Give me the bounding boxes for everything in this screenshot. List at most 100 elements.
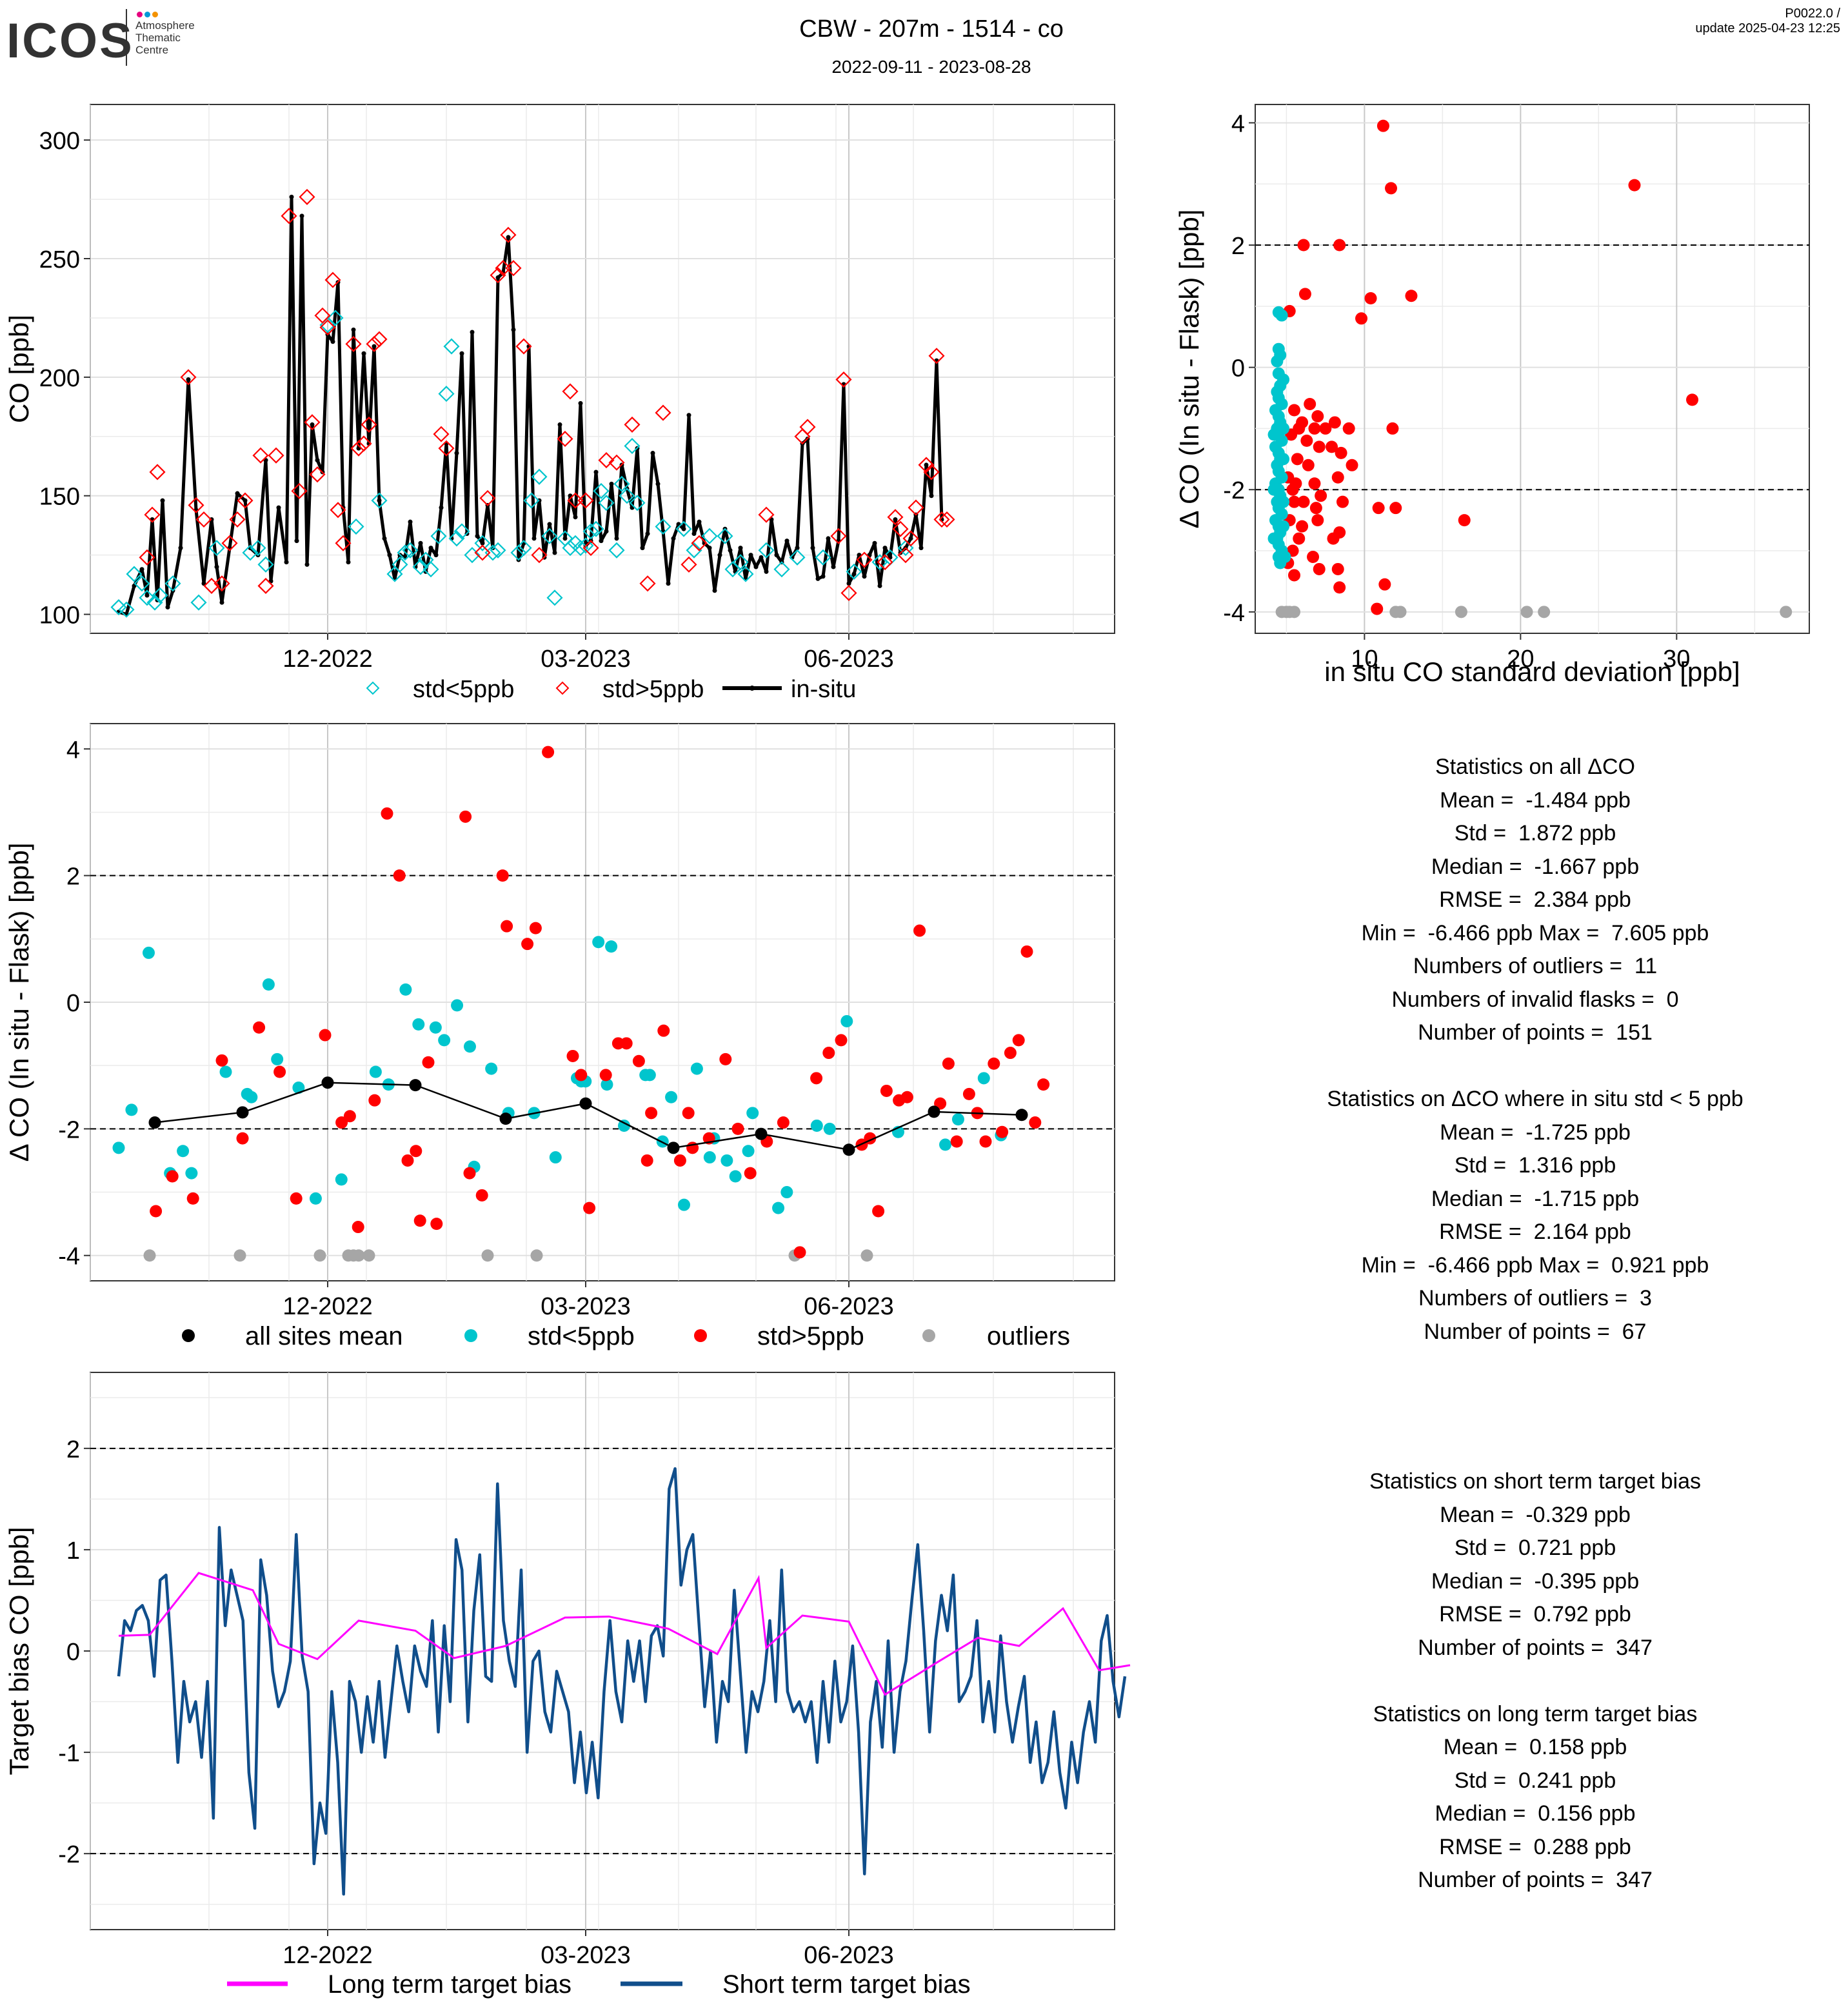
delta-std-lt5-point bbox=[840, 1014, 853, 1027]
stats-short-points: Number of points = 347 bbox=[1418, 1635, 1653, 1660]
insitu-point bbox=[820, 574, 826, 579]
scatter-std-lt5-point bbox=[1277, 495, 1290, 508]
flask-std-lt5-marker bbox=[629, 495, 646, 511]
scatter-std-gt5-point bbox=[1311, 410, 1324, 422]
insitu-point bbox=[475, 533, 480, 539]
insitu-point bbox=[372, 344, 377, 349]
legend-long-bias-label: Long term target bias bbox=[328, 1970, 571, 1999]
flask-std-lt5-marker bbox=[541, 528, 558, 544]
delta-std-gt5-point bbox=[501, 920, 513, 933]
stats-long-median: Median = 0.156 ppb bbox=[1435, 1801, 1636, 1826]
scatter-std-gt5-point bbox=[1328, 416, 1341, 429]
flask-std-gt5-marker bbox=[490, 267, 506, 284]
stats-all-points: Number of points = 151 bbox=[1418, 1020, 1653, 1045]
delta-std-gt5-point bbox=[410, 1145, 422, 1158]
delta-std-lt5-point bbox=[185, 1167, 198, 1180]
delta-std-gt5-point bbox=[682, 1107, 695, 1120]
delta-legend-label: all sites mean bbox=[245, 1322, 403, 1350]
insitu-point bbox=[186, 377, 191, 382]
insitu-point bbox=[764, 569, 769, 574]
flask-std-lt5-marker bbox=[139, 589, 155, 606]
insitu-point bbox=[552, 550, 557, 555]
flask-std-lt5-marker bbox=[250, 540, 266, 557]
insitu-point bbox=[609, 481, 614, 486]
scatter-outlier-point bbox=[1538, 606, 1551, 618]
insitu-point bbox=[882, 546, 888, 551]
insitu-point bbox=[640, 546, 645, 551]
scatter-std-gt5-point bbox=[1287, 495, 1300, 508]
flask-std-lt5-marker bbox=[686, 542, 702, 559]
delta-std-lt5-point bbox=[219, 1065, 232, 1078]
insitu-point bbox=[139, 567, 144, 572]
delta-std-gt5-point bbox=[186, 1192, 199, 1205]
scatter-std-gt5-point bbox=[1364, 292, 1377, 305]
flask-std-lt5-marker bbox=[371, 492, 388, 509]
scatter-outlier-point bbox=[1520, 606, 1533, 618]
flask-std-gt5-marker bbox=[195, 511, 212, 528]
flask-std-lt5-marker bbox=[134, 575, 150, 592]
delta-std-gt5-point bbox=[430, 1218, 443, 1231]
delta-std-gt5-point bbox=[913, 924, 926, 937]
flask-std-lt5-marker bbox=[815, 549, 831, 566]
insitu-point bbox=[748, 553, 753, 558]
scatter-std-x-axis: 10 20 30 bbox=[1351, 633, 1690, 673]
stats-short-std: Std = 0.721 ppb bbox=[1454, 1536, 1616, 1560]
scatter-std-gt5-point bbox=[1298, 288, 1311, 301]
scatter-outlier-point bbox=[1455, 606, 1467, 618]
delta-std-lt5-point bbox=[823, 1122, 836, 1135]
insitu-point bbox=[774, 553, 779, 558]
delta-std-lt5-point bbox=[485, 1062, 498, 1075]
flask-std-lt5-marker bbox=[717, 528, 733, 544]
scatter-std-lt5-point bbox=[1267, 483, 1280, 496]
delta-y-axis-title: Δ CO (In situ - Flask) [ppb] bbox=[4, 843, 34, 1162]
scatter-std-plot-area bbox=[1255, 104, 1810, 634]
scatter-std-gt5-point bbox=[1458, 514, 1471, 527]
flask-std-gt5-marker bbox=[598, 452, 615, 469]
flask-std-gt5-marker bbox=[830, 528, 847, 544]
stats-lt5-rmse: RMSE = 2.164 ppb bbox=[1439, 1220, 1631, 1244]
bias-x-axis: 12-2022 03-2023 06-2023 bbox=[283, 1930, 894, 1969]
delta-std-gt5-point bbox=[744, 1167, 757, 1180]
delta-std-lt5-point bbox=[720, 1154, 733, 1167]
legend-std-gt5-key bbox=[555, 681, 570, 695]
scatter-std-gt5-point bbox=[1327, 532, 1340, 545]
delta-legend-key bbox=[922, 1329, 935, 1342]
all-sites-mean-point bbox=[409, 1079, 422, 1092]
insitu-point bbox=[144, 593, 150, 598]
date-range: 2022-09-11 - 2023-08-28 bbox=[831, 57, 1031, 77]
flask-std-lt5-marker bbox=[789, 549, 806, 566]
insitu-point bbox=[276, 505, 281, 510]
delta-legend-label: outliers bbox=[987, 1322, 1070, 1350]
insitu-point bbox=[511, 327, 516, 332]
delta-std-lt5-point bbox=[369, 1065, 382, 1078]
co-timeseries-x-tick-label: 12-2022 bbox=[283, 646, 372, 673]
scatter-outlier-point bbox=[1394, 606, 1407, 618]
insitu-point bbox=[712, 588, 717, 593]
insitu-point bbox=[214, 564, 219, 569]
delta-std-lt5-point bbox=[245, 1091, 258, 1103]
scatter-std-gt5-point bbox=[1291, 453, 1304, 466]
delta-std-gt5-point bbox=[1037, 1078, 1050, 1091]
flask-std-lt5-marker bbox=[448, 530, 465, 547]
flask-std-gt5-marker bbox=[577, 492, 594, 509]
delta-std-gt5-point bbox=[632, 1054, 645, 1067]
delta-y-tick-label: 2 bbox=[66, 864, 80, 891]
flask-std-gt5-marker bbox=[500, 226, 517, 243]
flask-std-gt5-marker bbox=[691, 535, 708, 551]
flask-std-gt5-marker bbox=[291, 482, 308, 499]
insitu-point bbox=[235, 491, 240, 496]
delta-std-gt5-point bbox=[950, 1135, 963, 1148]
flask-std-gt5-marker bbox=[655, 404, 671, 421]
scatter-std-y-tick-label: -4 bbox=[1223, 600, 1245, 627]
flask-std-lt5-marker bbox=[701, 528, 718, 544]
insitu-point bbox=[593, 470, 599, 475]
delta-std-gt5-point bbox=[475, 1189, 488, 1201]
delta-std-lt5-point bbox=[429, 1021, 442, 1034]
flask-std-lt5-marker bbox=[146, 594, 163, 611]
delta-std-lt5-point bbox=[772, 1201, 785, 1214]
co-timeseries-y-axis-title: CO [ppb] bbox=[4, 315, 34, 423]
delta-std-gt5-point bbox=[996, 1125, 1009, 1138]
delta-std-gt5-point bbox=[657, 1024, 670, 1037]
insitu-point bbox=[872, 540, 877, 546]
